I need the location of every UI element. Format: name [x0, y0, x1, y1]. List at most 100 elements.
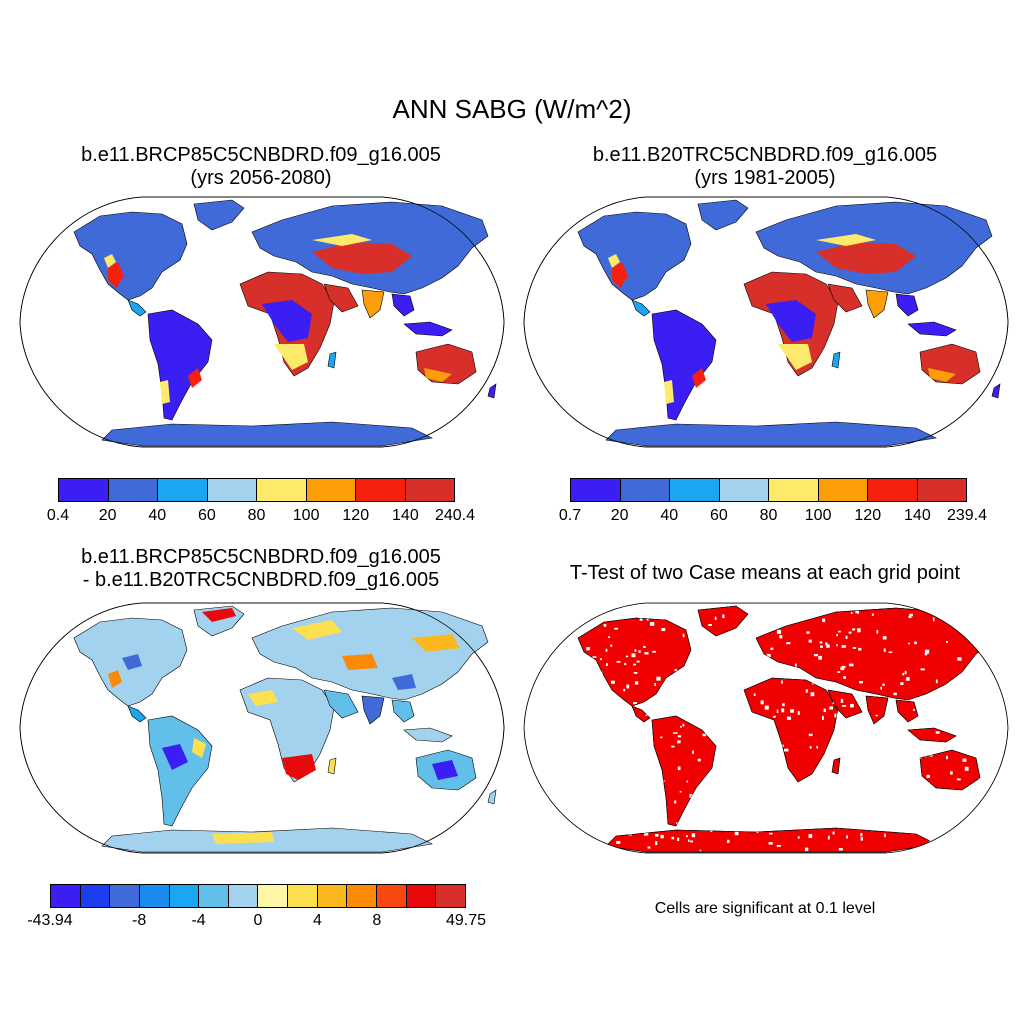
nonsignificant-cell — [611, 680, 615, 684]
field-patch-southAmerica — [188, 368, 202, 388]
nonsignificant-cell — [647, 801, 651, 804]
nonsignificant-cell — [820, 645, 823, 648]
nonsignificant-cell — [677, 837, 680, 841]
nonsignificant-cell — [765, 817, 768, 819]
nonsignificant-cell — [781, 708, 785, 713]
colorbar-cell — [317, 885, 348, 907]
field-patch-northAmerica — [108, 262, 124, 288]
map-border — [523, 196, 1009, 448]
nonsignificant-cell — [727, 670, 730, 672]
land-arabia — [827, 283, 863, 313]
nonsignificant-cell — [988, 720, 990, 725]
nonsignificant-cell — [699, 849, 702, 852]
nonsignificant-cell — [924, 754, 927, 758]
nonsignificant-cell — [588, 745, 592, 749]
land-india — [865, 289, 889, 319]
nonsignificant-cell — [743, 678, 745, 681]
nonsignificant-cell — [819, 641, 823, 644]
nonsignificant-cell — [640, 817, 644, 821]
panel-1-title-line-1: b.e11.BRCP85C5CNBDRD.f09_g16.005 — [81, 144, 441, 166]
colorbar-tick-label: 20 — [98, 507, 117, 524]
nonsignificant-cell — [679, 710, 682, 714]
nonsignificant-cell — [950, 771, 953, 775]
field-patch-australia — [432, 760, 458, 780]
field-patch-africa — [282, 754, 316, 780]
nonsignificant-cell — [774, 738, 778, 741]
colorbar-cell — [347, 885, 378, 907]
nonsignificant-cell — [941, 822, 945, 825]
nonsignificant-cell — [705, 723, 709, 725]
nonsignificant-cell — [854, 730, 858, 733]
nonsignificant-cell — [982, 758, 986, 762]
nonsignificant-cell — [723, 821, 727, 824]
nonsignificant-cell — [848, 631, 852, 634]
nonsignificant-cell — [644, 652, 649, 655]
nonsignificant-cell — [900, 786, 904, 789]
nonsignificant-cell — [898, 769, 902, 772]
nonsignificant-cell — [746, 663, 749, 666]
nonsignificant-cell — [918, 757, 922, 759]
colorbar-cell — [228, 885, 259, 907]
field-patch-europeAsia — [412, 634, 460, 652]
nonsignificant-cell — [768, 665, 771, 668]
nonsignificant-cell — [875, 714, 878, 717]
nonsignificant-cell — [753, 693, 756, 696]
nonsignificant-cell — [884, 833, 886, 838]
nonsignificant-cell — [691, 833, 696, 838]
nonsignificant-cell — [777, 797, 780, 801]
coastline-seAsia — [895, 699, 919, 723]
nonsignificant-cell — [646, 610, 651, 615]
nonsignificant-cell — [906, 677, 910, 681]
nonsignificant-cell — [924, 649, 930, 654]
nonsignificant-cell — [767, 819, 771, 823]
nonsignificant-cell — [647, 794, 652, 798]
nonsignificant-cell — [614, 788, 618, 791]
nonsignificant-cell — [666, 704, 670, 708]
nonsignificant-cell — [641, 753, 644, 756]
nonsignificant-cell — [914, 780, 918, 783]
nonsignificant-cell — [721, 778, 725, 783]
nonsignificant-cell — [825, 642, 828, 646]
nonsignificant-cell — [883, 728, 886, 732]
nonsignificant-cell — [868, 797, 873, 800]
nonsignificant-cell — [852, 647, 857, 649]
colorbar-labels-panel-2: 0.7 20 40 60 80 100 120 140 239.4 — [559, 507, 987, 527]
nonsignificant-cell — [762, 731, 764, 736]
nonsignificant-cell — [920, 668, 925, 671]
nonsignificant-cell — [875, 819, 879, 823]
nonsignificant-cell — [751, 740, 754, 742]
nonsignificant-cell — [908, 615, 912, 619]
nonsignificant-cell — [608, 821, 611, 824]
nonsignificant-cell — [832, 702, 835, 705]
nonsignificant-cell — [893, 692, 897, 696]
nonsignificant-cell — [752, 742, 756, 745]
nonsignificant-cell — [806, 631, 810, 634]
nonsignificant-cell — [836, 644, 838, 647]
nonsignificant-cell — [902, 672, 905, 676]
nonsignificant-cell — [827, 835, 830, 840]
nonsignificant-cell — [883, 648, 886, 652]
nonsignificant-cell — [949, 692, 952, 695]
nonsignificant-cell — [874, 771, 877, 776]
nonsignificant-cell — [826, 644, 830, 648]
nonsignificant-cell — [734, 831, 739, 836]
nonsignificant-cell — [826, 779, 830, 782]
nonsignificant-cell — [592, 656, 597, 658]
nonsignificant-cell — [752, 637, 756, 641]
nonsignificant-cell — [735, 631, 739, 634]
nonsignificant-cell — [603, 624, 607, 627]
nonsignificant-cell — [850, 611, 853, 614]
colorbar-tick-label: 120 — [854, 507, 882, 524]
nonsignificant-cell — [989, 766, 994, 770]
nonsignificant-cell — [987, 734, 991, 737]
field-patch-northAmerica — [612, 262, 628, 288]
nonsignificant-cell — [908, 642, 910, 645]
nonsignificant-cell — [638, 650, 641, 653]
nonsignificant-cell — [977, 688, 980, 691]
nonsignificant-cell — [628, 800, 633, 803]
map-border — [523, 602, 1009, 854]
nonsignificant-cell — [603, 756, 608, 759]
nonsignificant-cell — [743, 675, 747, 677]
field-patch-southAmerica — [692, 368, 706, 388]
significance-note: Cells are significant at 0.1 level — [654, 900, 876, 917]
